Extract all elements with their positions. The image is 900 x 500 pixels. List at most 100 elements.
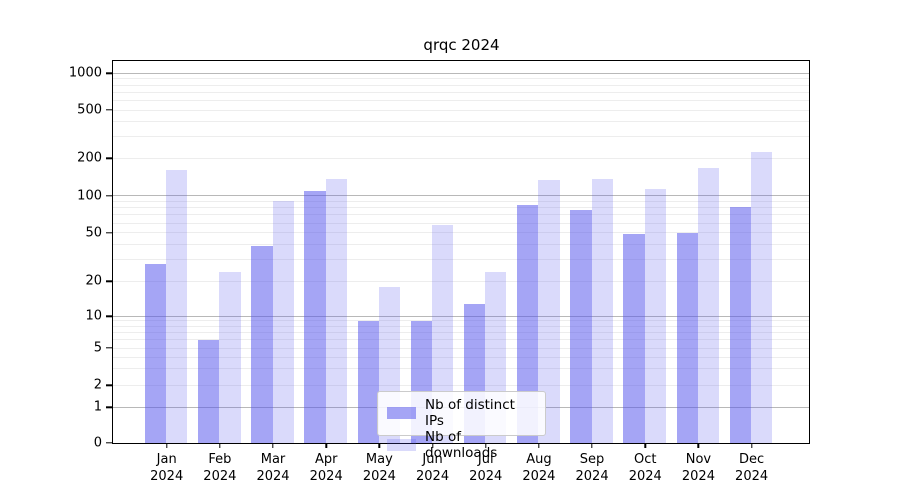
x-tick-mark xyxy=(431,443,434,448)
gridline-minor xyxy=(113,222,809,224)
x-tick-label-may: May 2024 xyxy=(362,452,396,484)
gridline-minor xyxy=(113,84,809,86)
x-tick-mark xyxy=(750,443,753,448)
legend-row-downloads: Nb of downloads xyxy=(387,429,536,461)
y-tick-label: 20 xyxy=(85,273,102,289)
x-tick-year: 2024 xyxy=(681,469,715,484)
x-tick-mark xyxy=(165,443,168,448)
y-tick-mark xyxy=(106,280,112,283)
bar-jan-nb-of-distinct-ips xyxy=(144,264,167,443)
y-tick-label: 1 xyxy=(93,399,102,415)
y-tick-label: 5 xyxy=(93,340,102,356)
bar-aug-nb-of-distinct-ips xyxy=(517,204,539,443)
bar-oct-nb-of-distinct-ips xyxy=(623,234,645,443)
bar-sep-nb-of-distinct-ips xyxy=(570,210,592,443)
bar-jun-nb-of-downloads xyxy=(432,225,454,443)
x-tick-year: 2024 xyxy=(256,469,290,484)
x-tick-mark xyxy=(485,443,487,448)
gridline-minor xyxy=(113,368,809,370)
bar-nov-nb-of-downloads xyxy=(697,168,720,443)
legend-label-downloads: Nb of downloads xyxy=(425,429,498,461)
gridline-minor xyxy=(113,157,809,159)
x-tick-year: 2024 xyxy=(628,469,662,484)
legend-swatch-distinct-ips xyxy=(387,407,416,419)
legend: Nb of distinct IPs Nb of downloads xyxy=(377,391,546,461)
gridline-minor xyxy=(113,384,809,386)
x-tick-mark xyxy=(697,443,700,448)
x-tick-year: 2024 xyxy=(575,469,609,484)
bar-mar-nb-of-downloads xyxy=(272,201,294,443)
y-tick-mark xyxy=(106,72,112,74)
gridline-major xyxy=(113,72,809,74)
gridline-minor xyxy=(113,325,809,327)
y-tick-mark xyxy=(106,384,112,387)
x-tick-mark xyxy=(272,443,274,448)
gridline-minor xyxy=(113,91,809,93)
bar-apr-nb-of-downloads xyxy=(325,178,347,443)
x-tick-mark xyxy=(219,443,221,448)
y-tick-mark xyxy=(106,109,112,111)
bar-nov-nb-of-distinct-ips xyxy=(676,233,698,443)
gridline-minor xyxy=(113,207,809,209)
y-tick-mark xyxy=(106,441,112,444)
x-tick-label-aug: Aug 2024 xyxy=(522,452,556,484)
x-tick-label-sep: Sep 2024 xyxy=(575,452,609,484)
legend-row-distinct-ips: Nb of distinct IPs xyxy=(387,397,536,429)
gridline-minor xyxy=(113,259,809,261)
gridline-minor xyxy=(113,356,809,358)
gridline-minor xyxy=(113,332,809,334)
grid-layer xyxy=(113,61,809,443)
y-tick-mark xyxy=(106,315,112,317)
y-tick-mark xyxy=(106,406,112,408)
gridline-minor xyxy=(113,136,809,138)
gridline-minor xyxy=(113,109,809,111)
bar-feb-nb-of-downloads xyxy=(219,272,241,443)
gridline-minor xyxy=(113,280,809,282)
gridline-major xyxy=(113,315,809,317)
y-tick-label: 50 xyxy=(85,225,102,241)
chart-title: qrqc 2024 xyxy=(423,36,500,54)
x-tick-year: 2024 xyxy=(203,469,237,484)
gridline-minor xyxy=(113,347,809,349)
plot-area xyxy=(112,60,810,444)
y-tick-label: 10 xyxy=(85,308,102,324)
x-tick-year: 2024 xyxy=(469,469,503,484)
bar-sep-nb-of-downloads xyxy=(591,178,613,443)
gridline-minor xyxy=(113,200,809,202)
x-tick-year: 2024 xyxy=(150,469,184,484)
gridline-minor xyxy=(113,320,809,322)
bar-layer xyxy=(113,61,809,443)
x-tick-label-jan: Jan 2024 xyxy=(150,452,184,484)
bar-feb-nb-of-distinct-ips xyxy=(198,340,220,443)
bar-dec-nb-of-distinct-ips xyxy=(729,206,752,443)
x-tick-label-oct: Oct 2024 xyxy=(628,452,662,484)
y-tick-label: 100 xyxy=(77,188,102,204)
x-tick-year: 2024 xyxy=(735,469,769,484)
x-tick-label-mar: Mar 2024 xyxy=(256,452,290,484)
bar-may-nb-of-distinct-ips xyxy=(357,321,379,443)
x-tick-label-apr: Apr 2024 xyxy=(309,452,343,484)
x-tick-label-jun: Jun 2024 xyxy=(416,452,450,484)
y-tick-label: 0 xyxy=(93,435,102,450)
y-tick-label: 2 xyxy=(93,377,102,393)
y-tick-label: 1000 xyxy=(68,65,102,81)
x-tick-label-dec: Dec 2024 xyxy=(735,452,769,484)
x-tick-mark xyxy=(538,443,540,448)
y-tick-mark xyxy=(106,157,112,159)
x-tick-label-nov: Nov 2024 xyxy=(681,452,715,484)
bar-dec-nb-of-downloads xyxy=(751,152,773,443)
x-tick-year: 2024 xyxy=(309,469,343,484)
gridline-minor xyxy=(113,232,809,234)
y-tick-mark xyxy=(106,231,112,234)
legend-swatch-downloads xyxy=(387,439,416,451)
x-tick-mark xyxy=(591,443,593,448)
x-tick-year: 2024 xyxy=(362,469,396,484)
y-tick-mark xyxy=(106,195,112,197)
gridline-major xyxy=(113,195,809,197)
bar-aug-nb-of-downloads xyxy=(538,179,560,443)
x-tick-label-feb: Feb 2024 xyxy=(203,452,237,484)
x-tick-mark xyxy=(644,443,646,448)
x-tick-year: 2024 xyxy=(416,469,450,484)
legend-label-distinct-ips: Nb of distinct IPs xyxy=(425,397,515,429)
